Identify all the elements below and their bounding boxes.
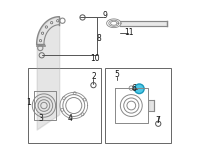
Text: 2: 2 — [91, 72, 96, 81]
Text: 7: 7 — [156, 116, 161, 125]
Text: 3: 3 — [39, 114, 43, 123]
Text: 10: 10 — [90, 54, 100, 64]
Bar — [105, 68, 171, 143]
Text: 6: 6 — [132, 83, 137, 93]
Text: 4: 4 — [68, 114, 73, 123]
Text: 9: 9 — [103, 11, 108, 20]
Text: 5: 5 — [114, 70, 119, 80]
Circle shape — [135, 84, 144, 94]
Bar — [28, 68, 101, 143]
Text: 1: 1 — [26, 98, 31, 107]
Text: 8: 8 — [96, 34, 101, 43]
Text: 11: 11 — [124, 28, 134, 37]
